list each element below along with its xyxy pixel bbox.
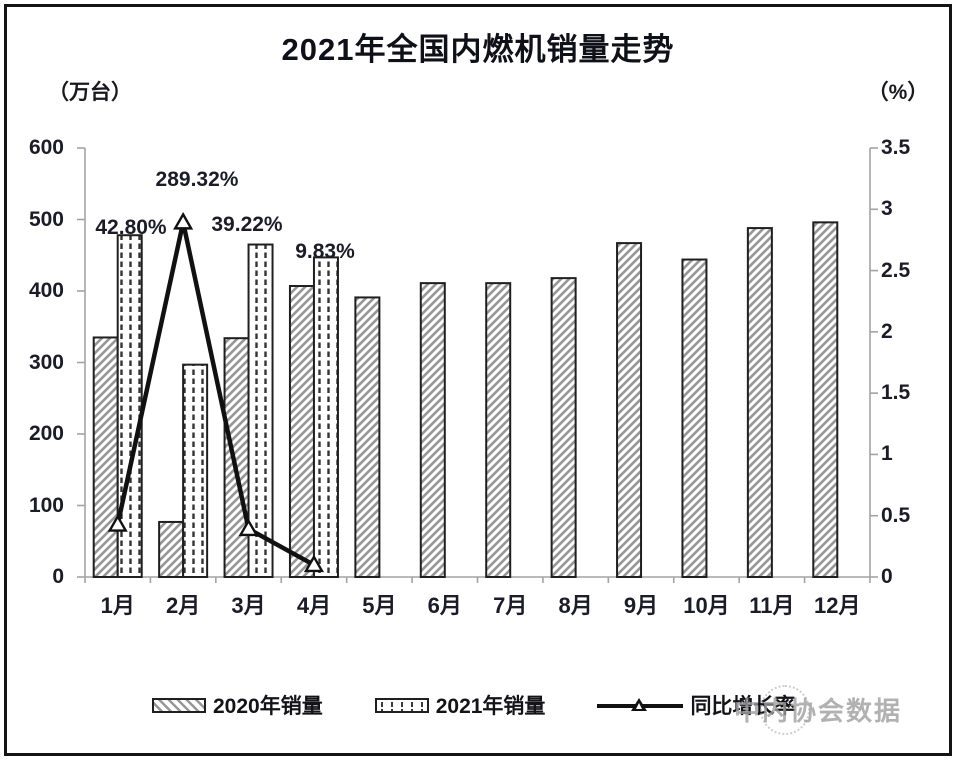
bar-2020-2月 (158, 520, 185, 579)
left-tick-500: 500 (28, 207, 64, 231)
right-tick-0: 0 (881, 565, 893, 588)
left-tick-400: 400 (28, 279, 64, 302)
bar-2021-4月 (312, 256, 339, 578)
bar-2020-4月 (288, 284, 315, 578)
left-tick-200: 200 (28, 422, 64, 445)
growth-label-289.32%: 289.32% (155, 168, 239, 191)
growth-label-9.83%: 9.83% (295, 240, 355, 263)
month-label-11月: 11月 (749, 593, 795, 618)
month-label-10月: 10月 (683, 593, 730, 618)
bar-2020-5月 (354, 296, 381, 578)
left-tick-300: 300 (28, 350, 64, 374)
month-label-2月: 2月 (166, 593, 201, 618)
chart-title: 2021年全国内燃机销量走势 (281, 32, 675, 67)
growth-rate-line (115, 221, 316, 567)
growth-label-39.22%: 39.22% (211, 213, 283, 236)
right-tick-2.5: 2.5 (881, 258, 911, 282)
left-tick-0: 0 (52, 565, 64, 588)
left-tick-100: 100 (28, 493, 64, 517)
bar-2020-7月 (485, 282, 512, 578)
month-label-8月: 8月 (558, 593, 593, 618)
bar-2021-2月 (182, 363, 209, 578)
triangle-marker-icon (238, 518, 259, 537)
bar-2021-3月 (247, 243, 274, 578)
triangle-marker-icon (303, 554, 325, 573)
right-tick-3: 3 (881, 197, 893, 221)
legend-item-2020-sales: 2020年销量 (152, 690, 323, 720)
dash-swatch-icon (374, 697, 429, 713)
month-label-5月: 5月 (362, 593, 397, 618)
month-label-3月: 3月 (231, 593, 266, 618)
legend-item-2021-sales: 2021年销量 (374, 690, 546, 720)
bar-2020-1月 (92, 336, 119, 578)
right-tick-1.5: 1.5 (881, 381, 911, 405)
hatch-swatch-icon (152, 697, 206, 713)
month-label-4月: 4月 (296, 593, 332, 618)
triangle-marker-icon (107, 514, 128, 532)
legend-label-2021: 2021年销量 (435, 695, 546, 718)
bar-2020-10月 (681, 258, 708, 578)
left-tick-600: 600 (28, 136, 64, 159)
legend-label-2020: 2020年销量 (213, 695, 323, 718)
bar-2020-11月 (746, 227, 773, 579)
month-label-9月: 9月 (623, 593, 659, 618)
month-label-1月: 1月 (100, 593, 135, 618)
month-label-6月: 6月 (427, 593, 462, 618)
month-label-12月: 12月 (814, 593, 861, 618)
right-tick-2: 2 (881, 319, 893, 343)
left-axis-unit-label: （万台） (48, 81, 132, 104)
bar-2021-1月 (116, 234, 143, 578)
right-axis-unit-label: （%） (867, 81, 929, 104)
bar-2020-6月 (419, 282, 446, 578)
line-triangle-swatch-icon (597, 697, 684, 713)
right-tick-1: 1 (881, 442, 893, 466)
right-tick-3.5: 3.5 (881, 136, 911, 159)
watermark-text: 中内协会数据 (734, 696, 903, 726)
watermark-stamp-icon (760, 685, 810, 735)
growth-label-42.80%: 42.80% (95, 216, 167, 239)
bar-2020-3月 (223, 337, 250, 578)
bar-2020-12月 (812, 221, 839, 579)
right-tick-0.5: 0.5 (881, 503, 911, 527)
legend: 2020年销量 2021年销量 同比增长率 (152, 690, 795, 720)
bar-2020-9月 (616, 242, 643, 578)
bar-2020-8月 (550, 277, 577, 578)
month-label-7月: 7月 (493, 593, 528, 618)
triangle-marker-icon (173, 211, 194, 230)
